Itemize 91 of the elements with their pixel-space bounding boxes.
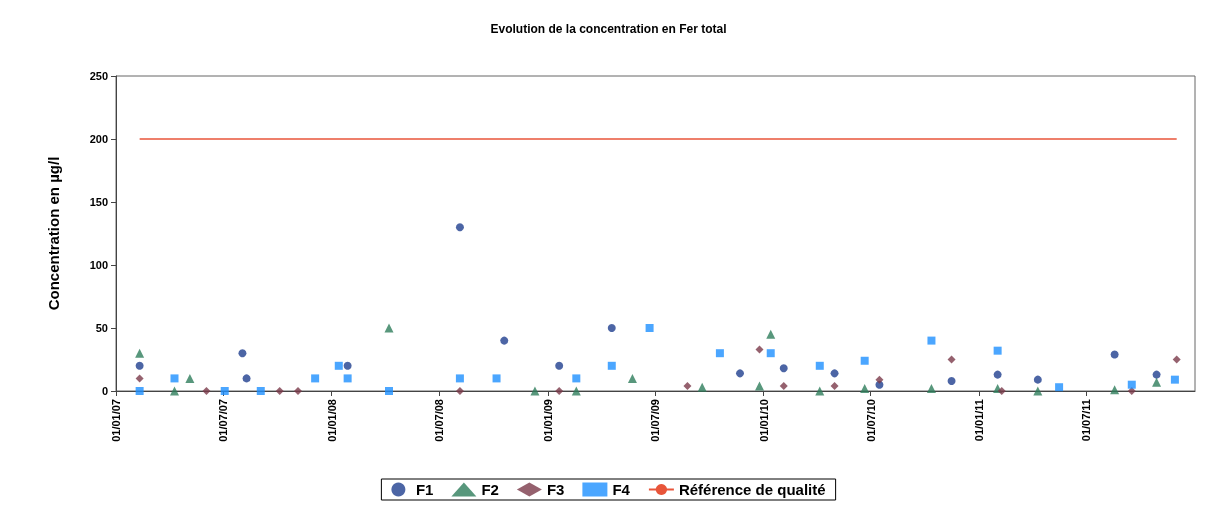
point — [385, 387, 393, 395]
point — [715, 349, 724, 358]
point — [875, 375, 884, 384]
point — [256, 387, 265, 395]
legend-label: F2 — [481, 481, 499, 498]
point — [334, 361, 343, 370]
x-tick-label: 01/07/11 — [1080, 399, 1093, 442]
point — [275, 387, 284, 395]
x-tick-label: 01/01/09 — [541, 399, 554, 442]
point — [294, 387, 302, 395]
point — [1170, 375, 1179, 384]
legend-label: F4 — [612, 481, 631, 498]
point — [947, 355, 956, 364]
x-tick-label: 01/01/10 — [757, 399, 770, 442]
y-tick-label: 0 — [101, 385, 108, 397]
point — [343, 374, 352, 383]
point — [530, 386, 540, 396]
x-tick-label: 01/07/10 — [864, 399, 877, 442]
point — [1172, 355, 1181, 364]
point — [926, 383, 936, 393]
point — [755, 381, 764, 391]
point — [1110, 350, 1119, 359]
point — [683, 381, 692, 390]
point — [572, 374, 581, 383]
legend-label: F3 — [546, 481, 565, 498]
legend-label: F1 — [415, 481, 434, 498]
point — [242, 374, 251, 383]
point — [830, 369, 839, 378]
point — [1110, 385, 1120, 395]
x-tick-label: 01/01/08 — [325, 399, 338, 442]
point — [343, 361, 352, 370]
point — [311, 374, 320, 383]
y-tick-label: 50 — [95, 322, 108, 334]
x-tick-label: 01/07/08 — [433, 399, 446, 442]
point — [997, 387, 1006, 395]
point — [555, 361, 564, 370]
point — [697, 382, 707, 392]
point — [947, 376, 956, 385]
y-tick-label: 150 — [89, 196, 108, 208]
point — [607, 324, 616, 332]
point — [492, 374, 501, 383]
point — [1152, 370, 1161, 379]
point — [860, 383, 870, 393]
point — [455, 223, 464, 232]
point — [1127, 380, 1136, 389]
point — [384, 323, 394, 333]
point — [455, 387, 464, 395]
point — [455, 374, 464, 383]
legend-label: Référence de qualité — [678, 481, 826, 498]
point — [220, 387, 229, 395]
point — [736, 369, 744, 378]
point — [927, 336, 936, 345]
point — [779, 364, 788, 373]
point — [170, 374, 179, 383]
point — [766, 329, 776, 339]
point — [607, 361, 616, 370]
point — [779, 381, 788, 390]
point — [202, 387, 211, 395]
point — [135, 348, 145, 358]
point — [860, 356, 869, 365]
y-tick-label: 250 — [89, 70, 108, 82]
point — [627, 373, 637, 383]
point — [135, 361, 144, 370]
y-tick-label: 100 — [89, 259, 108, 271]
x-tick-label: 01/01/11 — [973, 399, 986, 442]
point — [1033, 386, 1043, 396]
x-tick-label: 01/07/09 — [648, 399, 661, 442]
point — [830, 381, 839, 390]
y-tick-label: 200 — [89, 133, 108, 145]
point — [170, 386, 179, 396]
point — [993, 370, 1002, 379]
point — [185, 373, 195, 383]
point — [815, 361, 824, 370]
point — [571, 386, 581, 396]
chart-title: Evolution de la concentration en Fer total — [490, 22, 727, 36]
point — [238, 349, 247, 358]
point — [1055, 383, 1064, 392]
point — [815, 386, 825, 396]
point — [500, 336, 509, 345]
point — [555, 387, 564, 395]
x-tick-label: 01/01/07 — [110, 399, 122, 442]
y-axis-title: Concentration en µg/l — [45, 156, 62, 311]
point — [993, 346, 1002, 355]
point — [755, 345, 764, 354]
point — [135, 374, 144, 383]
point — [766, 349, 775, 358]
point — [135, 387, 144, 395]
point — [1033, 375, 1042, 384]
point — [645, 324, 654, 332]
x-tick-label: 01/07/07 — [216, 399, 229, 442]
point — [1152, 377, 1162, 387]
